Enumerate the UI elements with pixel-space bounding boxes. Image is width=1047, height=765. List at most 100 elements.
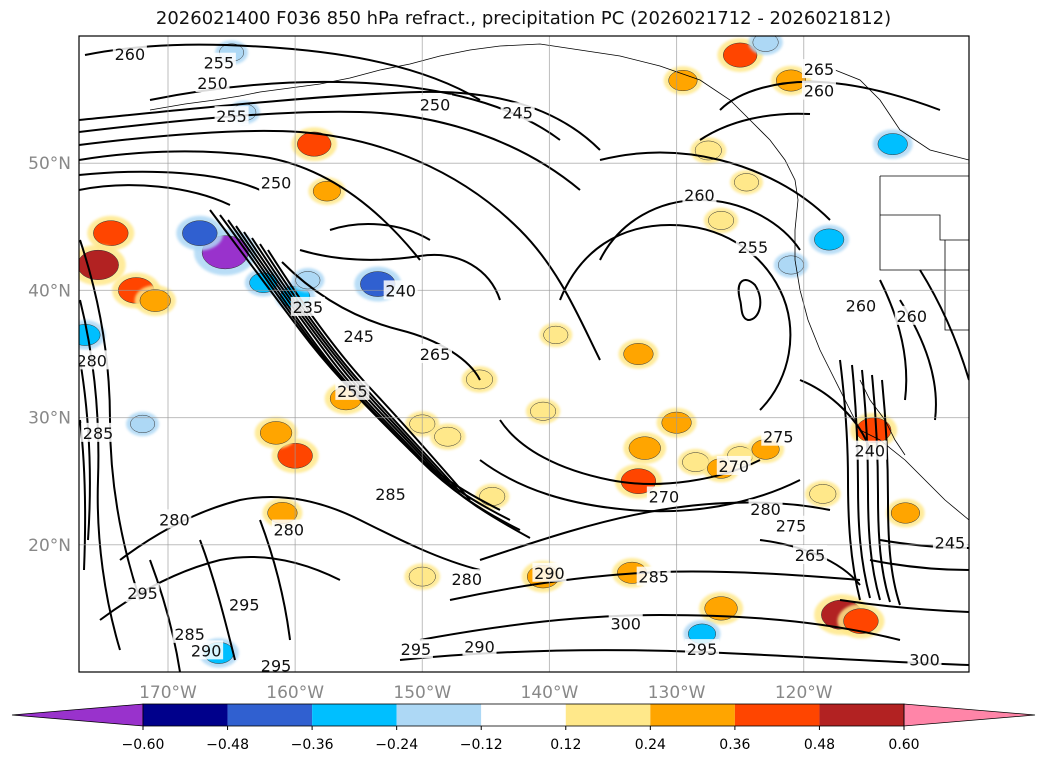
- contour-label-bg: [418, 94, 452, 114]
- contour-label: 260: [894, 305, 929, 326]
- precip-core: [295, 271, 321, 290]
- contour-label-text: 260: [846, 297, 877, 316]
- contour-label-bg: [636, 566, 671, 586]
- contour-label: 240: [852, 440, 887, 461]
- contour-label-bg: [852, 440, 887, 460]
- precip-cell: [134, 285, 176, 316]
- contour-label-bg: [894, 305, 929, 325]
- latitude-tick-labels: 50°N 40°N 30°N 20°N: [28, 154, 71, 556]
- contour-label: 280: [157, 509, 192, 529]
- colorbar-tick-label: −0.60: [122, 737, 165, 753]
- colorbar-segment: [227, 704, 313, 726]
- contour-label-bg: [932, 532, 967, 552]
- contour-label-bg: [290, 296, 325, 316]
- precip-core: [752, 36, 779, 52]
- precip-cell: [623, 432, 667, 464]
- precip-cell: [730, 170, 763, 195]
- contour-label: 265: [801, 59, 836, 79]
- contour-label-bg: [801, 59, 836, 79]
- contour-label-bg: [774, 515, 808, 535]
- precip-core: [877, 133, 908, 156]
- precip-cell: [254, 417, 298, 449]
- precip-core: [843, 608, 879, 634]
- precip-core: [623, 343, 654, 365]
- contour-label-text: 260: [115, 45, 146, 64]
- contour-label-bg: [271, 519, 306, 539]
- contour-label-text: 250: [420, 96, 451, 115]
- contour-label: 255: [735, 237, 770, 257]
- contour-label: 295: [125, 583, 160, 603]
- chart-title: 2026021400 F036 850 hPa refract., precip…: [155, 8, 892, 29]
- colorbar-tick-label: 0.12: [550, 737, 581, 753]
- precip-core: [809, 484, 837, 504]
- contour-label: 280: [271, 519, 306, 540]
- contour-label-text: 250: [261, 173, 292, 192]
- contour-label-text: 255: [204, 54, 235, 73]
- contour-label-bg: [418, 344, 452, 363]
- contour-label: 290: [462, 636, 497, 657]
- contour-label-text: 290: [464, 638, 495, 657]
- contour-label-text: 280: [274, 521, 305, 540]
- contour-label-text: 270: [649, 487, 680, 506]
- contour-label-text: 295: [229, 596, 260, 615]
- contour-label-text: 265: [420, 345, 451, 364]
- precip-core: [778, 255, 804, 275]
- precip-cell: [773, 252, 809, 278]
- contour-label: 250: [418, 94, 452, 115]
- contour-label-bg: [172, 623, 207, 643]
- contour-label-text: 280: [159, 510, 190, 529]
- precip-cell: [804, 480, 841, 508]
- contour-label-bg: [682, 185, 717, 204]
- contour-label-text: 295: [687, 640, 718, 659]
- colorbar-segments: [11, 703, 1036, 727]
- contour-label-text: 295: [401, 640, 432, 659]
- contour-label-text: 245: [502, 103, 533, 122]
- precip-cell: [126, 411, 160, 437]
- contour-label-bg: [335, 380, 370, 400]
- contour-label: 260: [112, 43, 147, 64]
- contour-label-text: 255: [216, 107, 247, 126]
- precip-core: [93, 220, 129, 246]
- contour-label: 285: [172, 623, 207, 644]
- colorbar-extend-low: [11, 703, 144, 727]
- colorbar-tick-label: 0.48: [804, 737, 835, 753]
- contour-label: 285: [636, 566, 671, 587]
- contour-label-bg: [189, 640, 224, 660]
- precip-core: [297, 131, 332, 157]
- lon-tick-label: 170°W: [139, 683, 197, 703]
- plot-frame: [78, 35, 970, 673]
- precip-core: [434, 426, 462, 447]
- contour-label: 245: [341, 326, 376, 346]
- contour-label-text: 245: [343, 327, 374, 346]
- contour-label-text: 275: [776, 517, 807, 536]
- precip-core: [139, 289, 171, 312]
- contour-label-bg: [735, 237, 770, 257]
- contour-label-bg: [532, 562, 567, 582]
- contour-label-text: 295: [127, 584, 158, 603]
- contour-label-text: 300: [610, 615, 641, 634]
- precip-core: [182, 220, 218, 246]
- contour-label-text: 260: [804, 82, 835, 101]
- precip-cell: [308, 177, 346, 205]
- precip-core: [130, 414, 156, 433]
- contour-label-bg: [214, 106, 249, 126]
- contour-label-bg: [79, 350, 109, 370]
- contour-label-text: 280: [750, 500, 781, 519]
- precip-cell: [663, 66, 703, 95]
- contour-label-bg: [843, 295, 878, 315]
- contour-label: 300: [608, 613, 643, 634]
- colorbar-tick-label: −0.12: [460, 737, 503, 753]
- contour-label: 235: [290, 296, 325, 317]
- contour-label: 275: [774, 515, 808, 536]
- contour-label-text: 235: [293, 298, 324, 317]
- colorbar: −0.60 −0.48 −0.36 −0.24 −0.12 0.12 0.24 0.36 0.4…: [11, 703, 1036, 753]
- precip-core: [814, 228, 845, 251]
- contour-label-text: 285: [375, 485, 406, 504]
- contour-label: 285: [81, 422, 116, 443]
- contour-label-bg: [195, 73, 230, 93]
- colorbar-extend-high: [903, 703, 1036, 727]
- contour-label: 265: [418, 344, 452, 364]
- contour-label: 275: [761, 426, 796, 447]
